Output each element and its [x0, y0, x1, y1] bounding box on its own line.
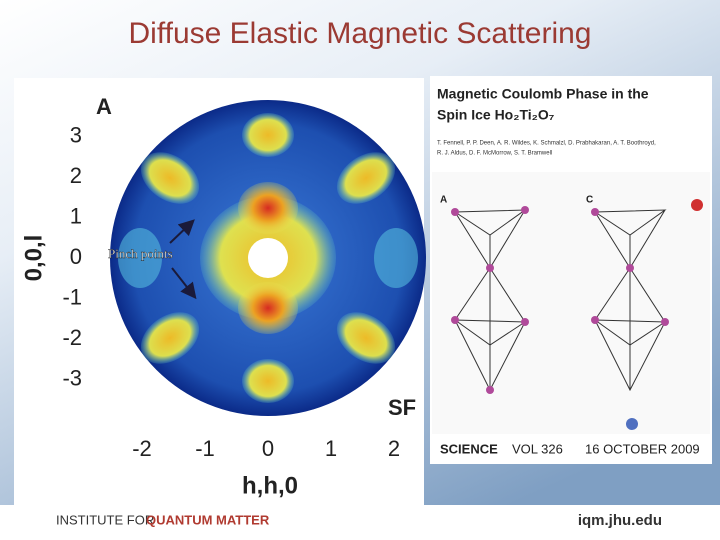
footer-bar [0, 505, 720, 540]
article-title: Magnetic Coulomb Phase in the [437, 86, 649, 102]
corner-label: SF [388, 395, 416, 420]
structure-label: A [440, 195, 447, 206]
author-line: R. J. Aldus, D. F. McMorrow, S. T. Bramw… [437, 151, 552, 157]
spins [451, 206, 669, 394]
annotation: Pinch points [108, 246, 173, 261]
monopole [691, 199, 703, 211]
institute-name: QUANTUM MATTER [146, 512, 270, 527]
figure: A SF 0,0,l h,h,0 3 2 1 0 -1 -2 -3 -2 -1 0 1 2 Pinch… [14, 78, 426, 505]
tetrahedra [453, 209, 667, 392]
y-tick-label: 1 [70, 203, 82, 228]
x-tick-label: -2 [132, 436, 152, 461]
monopole [626, 418, 638, 430]
x-axis-label: h,h,0 [242, 472, 298, 499]
institute-name: INSTITUTE FOR [56, 512, 154, 527]
y-axis-label: 0,0,l [20, 235, 47, 282]
intensity-pattern [118, 113, 418, 403]
volume: VOL 326 [512, 441, 563, 456]
y-tick-label: -2 [62, 325, 82, 350]
x-tick-label: 1 [325, 436, 337, 461]
slide-title: Diffuse Elastic Magnetic Scattering [129, 17, 592, 50]
beam-stop [248, 238, 288, 278]
article-title: Spin Ice Ho₂Ti₂O₇ [437, 107, 554, 123]
structure-label: C [586, 195, 593, 206]
structure-figure [432, 172, 710, 434]
author-line: T. Fennell, P. P. Deen, A. R. Wildes, K.… [437, 141, 656, 147]
y-tick-label: 2 [70, 163, 82, 188]
x-tick-label: 0 [262, 436, 274, 461]
x-tick-label: 2 [388, 436, 400, 461]
arrow [169, 219, 195, 244]
date: 16 OCTOBER 2009 [585, 441, 700, 456]
y-tick-label: 0 [70, 244, 82, 269]
article: Magnetic Coulomb Phase in the Spin Ice H… [430, 76, 712, 464]
y-tick-label: -3 [62, 365, 82, 390]
journal: SCIENCE [440, 441, 498, 456]
y-tick-label: 3 [70, 122, 82, 147]
y-tick-label: -1 [62, 284, 82, 309]
x-tick-label: -1 [195, 436, 215, 461]
panel-label: A [96, 94, 112, 119]
url: iqm.jhu.edu [578, 512, 662, 529]
arrow [171, 267, 197, 300]
